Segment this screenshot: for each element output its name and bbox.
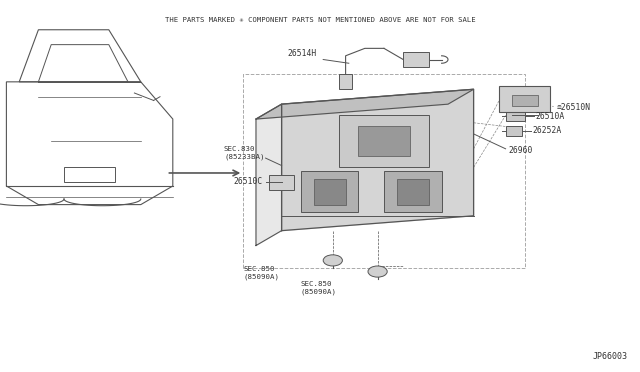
Text: 26510C: 26510C (233, 177, 262, 186)
Bar (64, 167, 115, 182)
Bar (339, 115, 429, 167)
Bar (269, 175, 294, 190)
Polygon shape (499, 86, 550, 112)
Text: SEC.850
(85090A): SEC.850 (85090A) (243, 266, 279, 280)
Bar (384, 171, 442, 212)
Polygon shape (256, 104, 282, 246)
Circle shape (323, 255, 342, 266)
Text: 26510A: 26510A (536, 112, 565, 121)
Bar (397, 179, 429, 205)
Text: SEC.830
(85233BA): SEC.830 (85233BA) (224, 146, 264, 160)
Polygon shape (339, 74, 352, 89)
Bar (512, 95, 538, 106)
Polygon shape (256, 89, 474, 119)
Text: ≘26510N: ≘26510N (557, 103, 591, 112)
Bar (403, 52, 429, 67)
Text: JP66003: JP66003 (592, 352, 627, 361)
Bar (301, 171, 358, 212)
Text: 26514H: 26514H (287, 49, 317, 58)
Polygon shape (282, 89, 474, 231)
Text: 26960: 26960 (509, 146, 533, 155)
Bar (314, 179, 346, 205)
Bar (358, 126, 410, 156)
Bar (506, 126, 522, 136)
Text: SEC.850
(85090A): SEC.850 (85090A) (301, 281, 337, 295)
Text: THE PARTS MARKED ✳ COMPONENT PARTS NOT MENTIONED ABOVE ARE NOT FOR SALE: THE PARTS MARKED ✳ COMPONENT PARTS NOT M… (164, 17, 476, 23)
Text: 26252A: 26252A (532, 126, 562, 135)
Circle shape (368, 266, 387, 277)
Bar (243, 74, 525, 268)
Bar (506, 112, 525, 121)
